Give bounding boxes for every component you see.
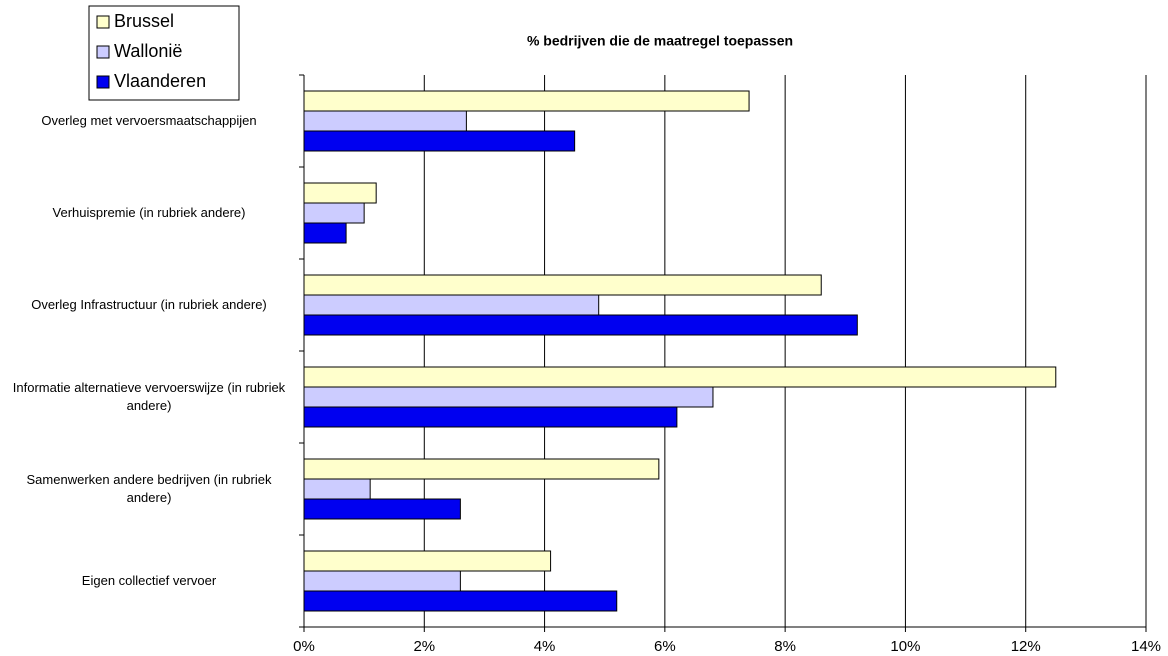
bar <box>303 406 678 428</box>
bar <box>303 590 618 612</box>
y-tick-label: Eigen collectief vervoer <box>81 573 217 588</box>
y-tick-label: Samenwerken andere bedrijven (in rubriek… <box>26 472 272 505</box>
chart-title: % bedrijven die de maatregel toepassen <box>527 33 793 49</box>
legend-label: Vlaanderen <box>114 71 206 91</box>
bar <box>303 110 467 132</box>
bar <box>303 182 377 204</box>
y-tick-label: Informatie alternatieve vervoerswijze (i… <box>12 380 286 413</box>
bar <box>303 294 600 316</box>
bar <box>303 550 552 572</box>
bar <box>303 274 822 296</box>
bar <box>303 222 347 244</box>
bar <box>303 498 461 520</box>
y-tick-label: Overleg Infrastructuur (in rubriek ander… <box>31 297 267 312</box>
x-tick-label: 6% <box>654 638 676 655</box>
bar <box>303 478 371 500</box>
x-tick-label: 4% <box>534 638 556 655</box>
x-tick-label: 8% <box>774 638 796 655</box>
legend-label: Wallonië <box>114 41 182 61</box>
y-tick-label: Overleg met vervoersmaatschappijen <box>41 113 257 128</box>
legend-swatch <box>96 45 110 59</box>
bar <box>303 202 365 224</box>
x-tick-label: 2% <box>413 638 435 655</box>
x-tick-label: 14% <box>1131 638 1161 655</box>
bar <box>303 90 750 112</box>
bar <box>303 570 461 592</box>
bar <box>303 366 1057 388</box>
y-tick-label: Verhuispremie (in rubriek andere) <box>52 205 246 220</box>
legend-box <box>88 5 240 101</box>
legend-label: Brussel <box>114 11 174 31</box>
legend-swatch <box>96 75 110 89</box>
bar <box>303 130 576 152</box>
bar <box>303 458 660 480</box>
bar <box>303 386 714 408</box>
x-tick-label: 10% <box>890 638 920 655</box>
legend-swatch <box>96 15 110 29</box>
bar <box>303 314 858 336</box>
x-tick-label: 12% <box>1011 638 1041 655</box>
x-tick-label: 0% <box>293 638 315 655</box>
